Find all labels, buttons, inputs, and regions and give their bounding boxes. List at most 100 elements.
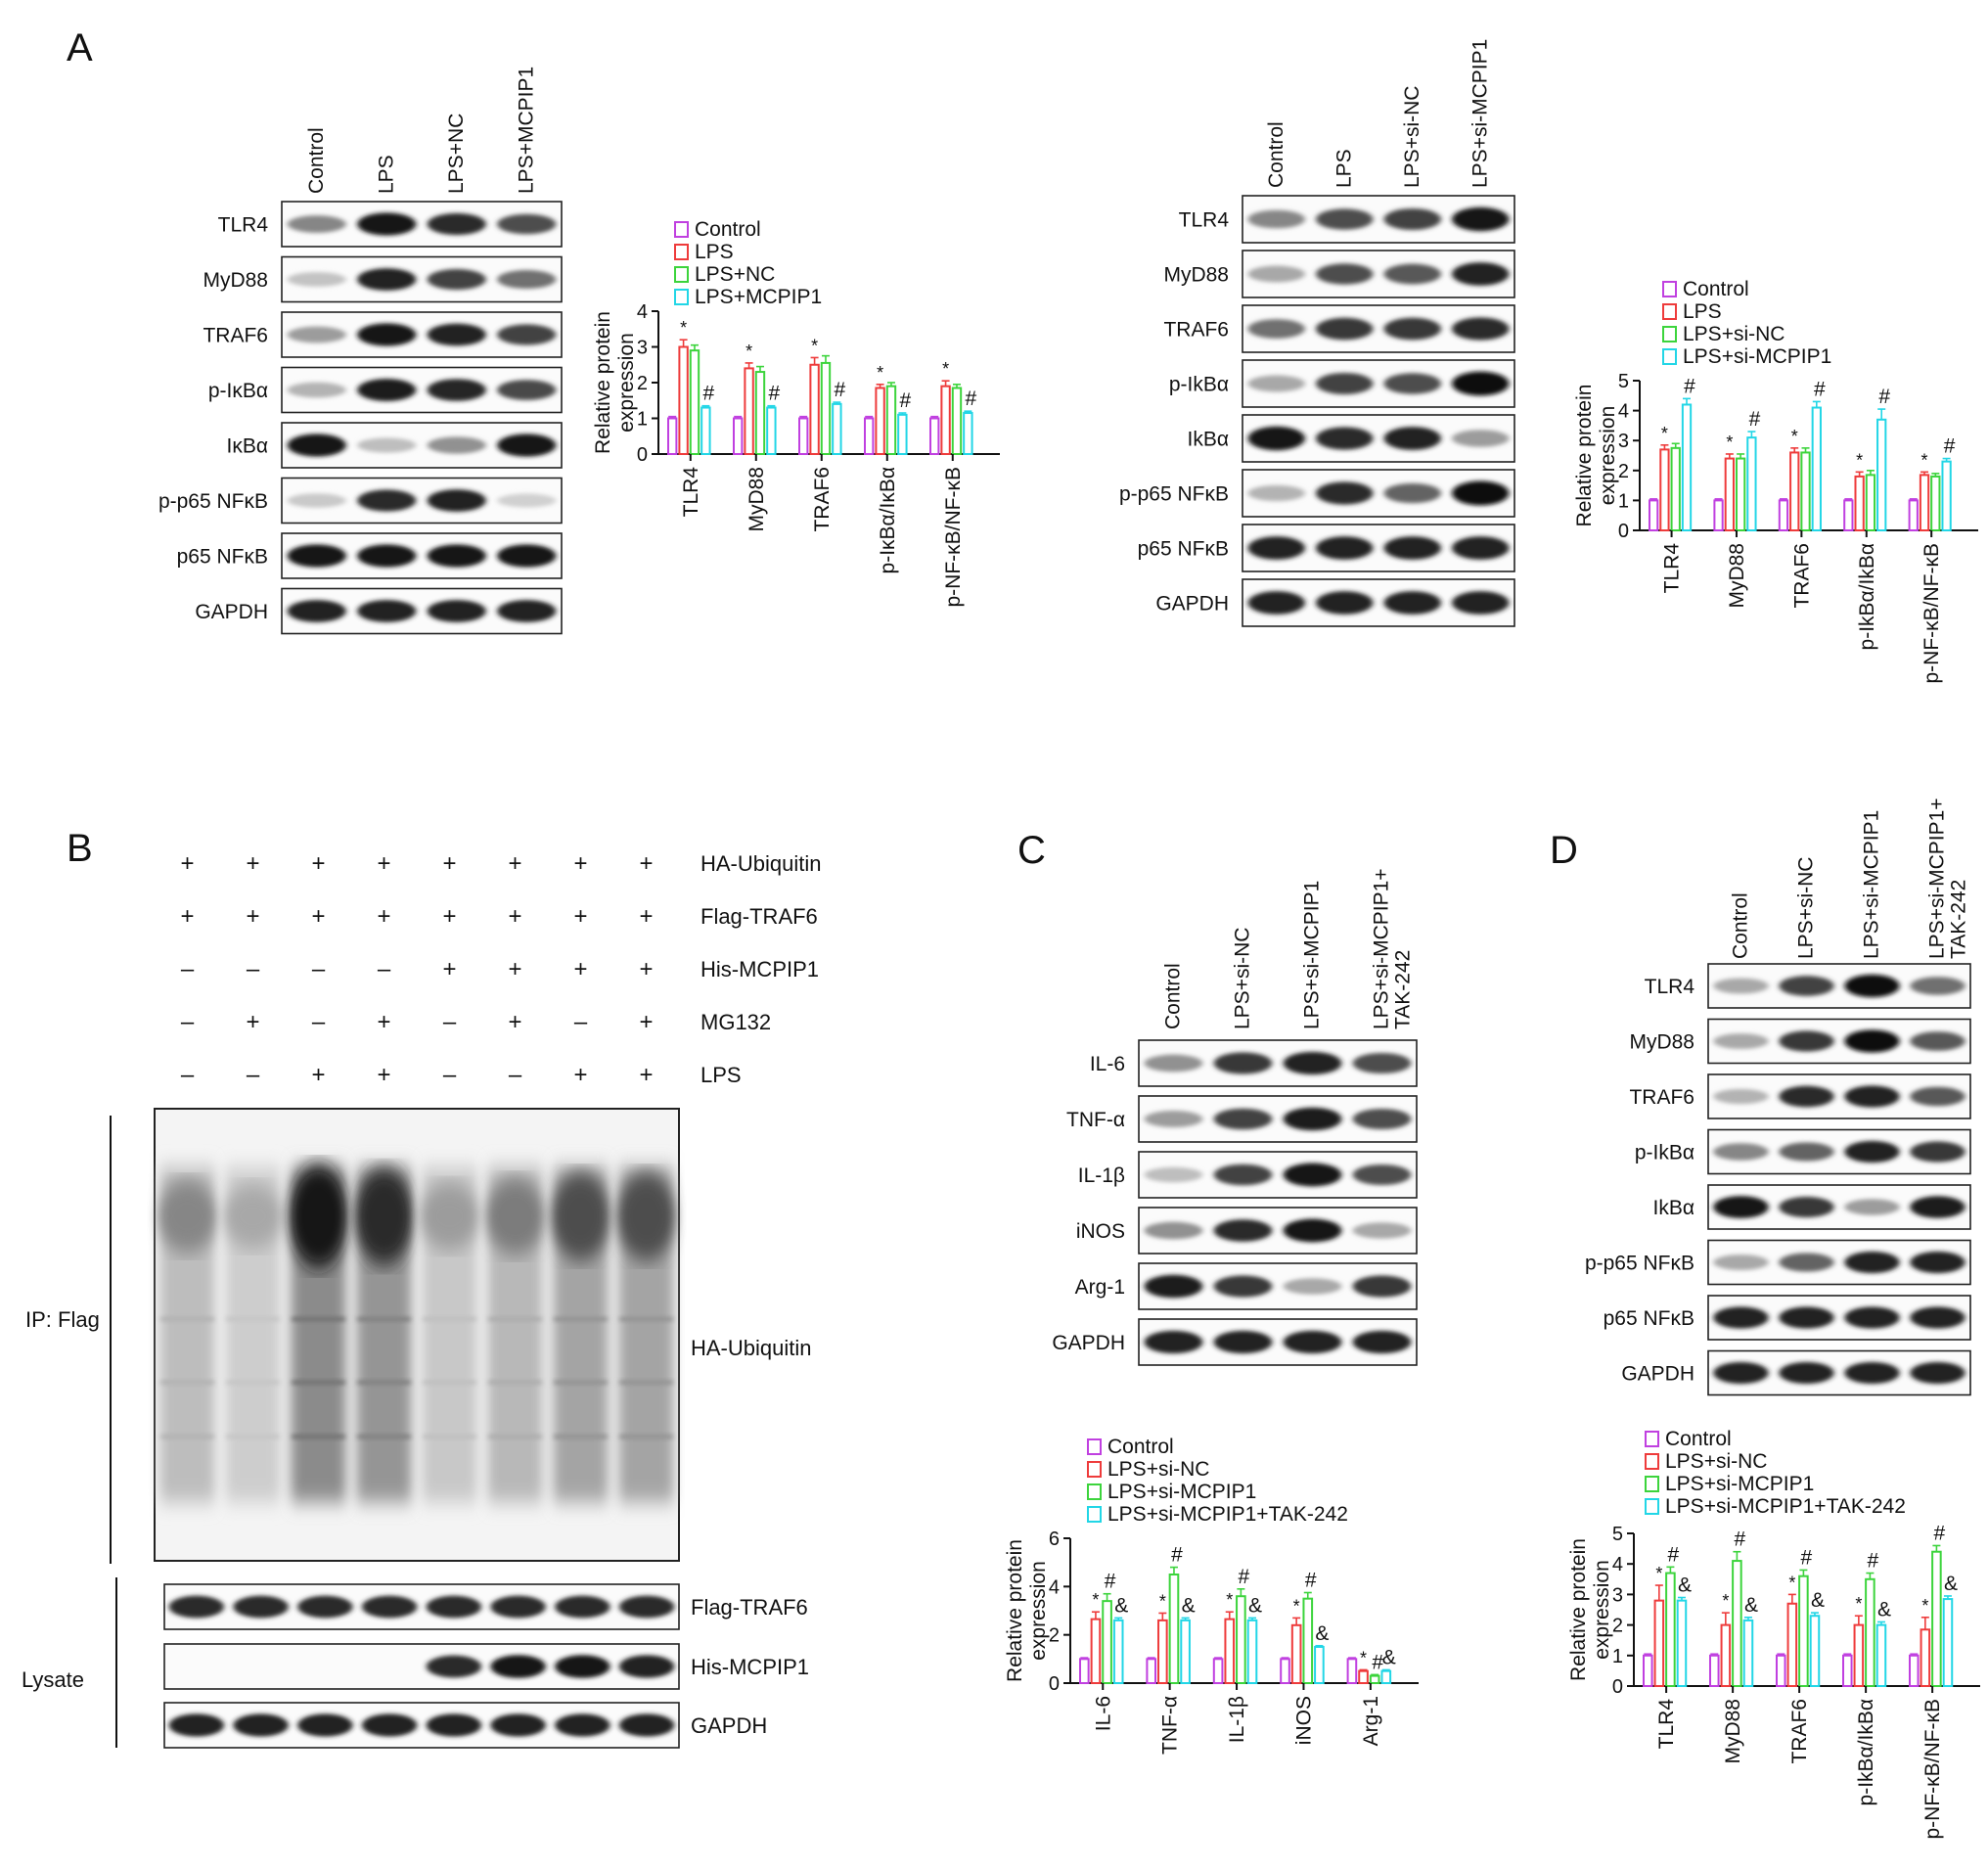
sign-mg132-lane-6: + — [508, 1009, 521, 1035]
lane-label-lps-si-nc: LPS+si-NC — [1795, 857, 1818, 959]
sign-mg132-lane-4: + — [377, 1009, 390, 1035]
y-tick-label: 5 — [1618, 371, 1629, 392]
band — [497, 380, 557, 400]
smear-top — [552, 1172, 610, 1260]
y-tick-label: 6 — [1049, 1529, 1060, 1550]
bar-lps-mcpip1-p-nf-b-nf-b — [963, 412, 973, 455]
legend-label-control: Control — [1683, 278, 1749, 300]
y-tick-label: 3 — [1612, 1584, 1623, 1606]
legend-label-lps-si-nc: LPS+si-NC — [1107, 1458, 1209, 1481]
significance-mark: & — [1811, 1589, 1825, 1612]
blot-row-label-tlr4: TLR4 — [218, 213, 269, 236]
bar-control-myd88 — [1709, 1654, 1720, 1688]
significance-mark: * — [1661, 424, 1668, 443]
smear-lane-2 — [224, 1167, 282, 1502]
western-blot-a-knockdown: Control LPS LPS+si-NC LPS+si-MCPIP1 TLR4 MyD8… — [1119, 39, 1515, 627]
sign-flag-traf6-lane-4: + — [377, 903, 390, 930]
sign-his-mcpip1-lane-2: – — [247, 956, 260, 982]
band — [1247, 536, 1305, 560]
significance-mark: # — [1305, 1570, 1317, 1592]
significance-mark: # — [1749, 408, 1761, 431]
blot-row-label-arg-1: Arg-1 — [1075, 1276, 1125, 1299]
lane-label-lps: LPS — [375, 155, 397, 194]
bar-lps-si-mcpip1-tak-242-myd88 — [1742, 1619, 1754, 1688]
bar-lps-si-mcpip1-il-1 — [1236, 1595, 1246, 1684]
band — [1779, 1361, 1834, 1385]
significance-mark: * — [1092, 1590, 1099, 1610]
band — [287, 493, 346, 508]
band — [1779, 1085, 1834, 1108]
x-tick-label-inos: iNOS — [1292, 1696, 1315, 1745]
significance-mark: # — [1372, 1651, 1383, 1673]
y-axis-title: Relative proteinexpression — [1004, 1539, 1050, 1682]
y-axis-title: Relative proteinexpression — [592, 311, 638, 454]
band — [1910, 1361, 1965, 1385]
band — [490, 1595, 546, 1619]
sign-ha-ubiquitin-lane-3: + — [311, 850, 325, 877]
sign-ha-ubiquitin-lane-6: + — [508, 850, 521, 877]
significance-mark: # — [1934, 1522, 1946, 1544]
band — [287, 326, 346, 343]
significance-mark: # — [966, 388, 977, 410]
significance-mark: & — [1114, 1594, 1128, 1617]
significance-mark: # — [835, 379, 846, 401]
significance-mark: * — [1855, 1594, 1862, 1614]
bar-lps-tlr4 — [1659, 448, 1670, 532]
x-tick-label-arg-1: Arg-1 — [1360, 1696, 1382, 1746]
band — [1452, 206, 1510, 232]
bar-lps-si-mcpip1-tlr4 — [1665, 1572, 1676, 1688]
band — [497, 324, 557, 345]
bar-lps-mcpip1-p-i-b-i-b — [897, 413, 908, 456]
significance-mark: * — [746, 342, 752, 361]
sign-lps-lane-2: – — [247, 1062, 260, 1088]
lysate-label: Lysate — [22, 1667, 84, 1692]
blot-row-label-ikb: IkBα — [1188, 428, 1229, 450]
band — [497, 270, 557, 289]
smear-top — [355, 1167, 413, 1265]
smear-ladder-band — [226, 1316, 280, 1322]
sign-his-mcpip1-lane-4: – — [378, 956, 391, 982]
smear-ladder-band — [554, 1316, 608, 1322]
y-tick-label: 0 — [637, 444, 648, 466]
band — [1452, 371, 1510, 396]
band — [168, 1595, 225, 1619]
sign-his-mcpip1-lane-8: + — [639, 956, 653, 982]
band — [427, 212, 486, 236]
treatment-label-flag-traf6: Flag-TRAF6 — [700, 904, 818, 929]
significance-mark: * — [1921, 1596, 1928, 1616]
bar-lps-si-nc-traf6 — [1800, 451, 1811, 531]
band — [233, 1713, 289, 1737]
bar-lps-si-nc-traf6 — [1786, 1602, 1798, 1688]
bar-lps-si-nc-il-1 — [1224, 1618, 1236, 1684]
smear-ladder-band — [357, 1316, 411, 1322]
x-tick-label-p-nf-b-nf-b: p-NF-κB/NF-κB — [942, 467, 965, 608]
bar-lps-myd88 — [744, 367, 754, 455]
smear-ladder-band — [226, 1434, 280, 1439]
blot-row-label-tlr4: TLR4 — [1645, 976, 1695, 998]
band — [1452, 591, 1510, 615]
panel-label-b: B — [67, 827, 93, 870]
significance-mark: & — [1382, 1646, 1396, 1668]
smear-ladder-band — [619, 1316, 673, 1322]
bar-lps-si-nc-tlr4 — [1670, 446, 1681, 532]
blot-row-label-p65-nf-b: p65 NFκB — [177, 545, 268, 568]
bar-lps-si-mcpip1-tnf — [1168, 1574, 1180, 1684]
band — [1452, 536, 1510, 560]
band — [287, 272, 346, 287]
band — [357, 323, 417, 346]
band — [1779, 1142, 1834, 1162]
lane-label-lps-si-mcpip1: LPS+si-MCPIP1 — [1468, 39, 1491, 188]
ip-blot-label: HA-Ubiquitin — [691, 1336, 812, 1360]
panel-label-a: A — [67, 26, 93, 69]
band — [1316, 317, 1374, 341]
x-tick-label-myd88: MyD88 — [1722, 1699, 1744, 1764]
band — [427, 323, 486, 346]
band — [1713, 1361, 1769, 1385]
band — [1713, 1033, 1769, 1049]
legend-swatch-lps-si-mcpip1 — [1087, 1483, 1102, 1500]
y-tick-label: 2 — [1612, 1616, 1623, 1637]
bar-control-tlr4 — [667, 417, 678, 455]
bar-lps-si-mcpip1-traf6 — [1811, 406, 1822, 532]
bar-lps-si-mcpip1-p-ikb-ikb — [1865, 1577, 1875, 1688]
x-tick-label-tlr4: TLR4 — [1661, 543, 1684, 594]
